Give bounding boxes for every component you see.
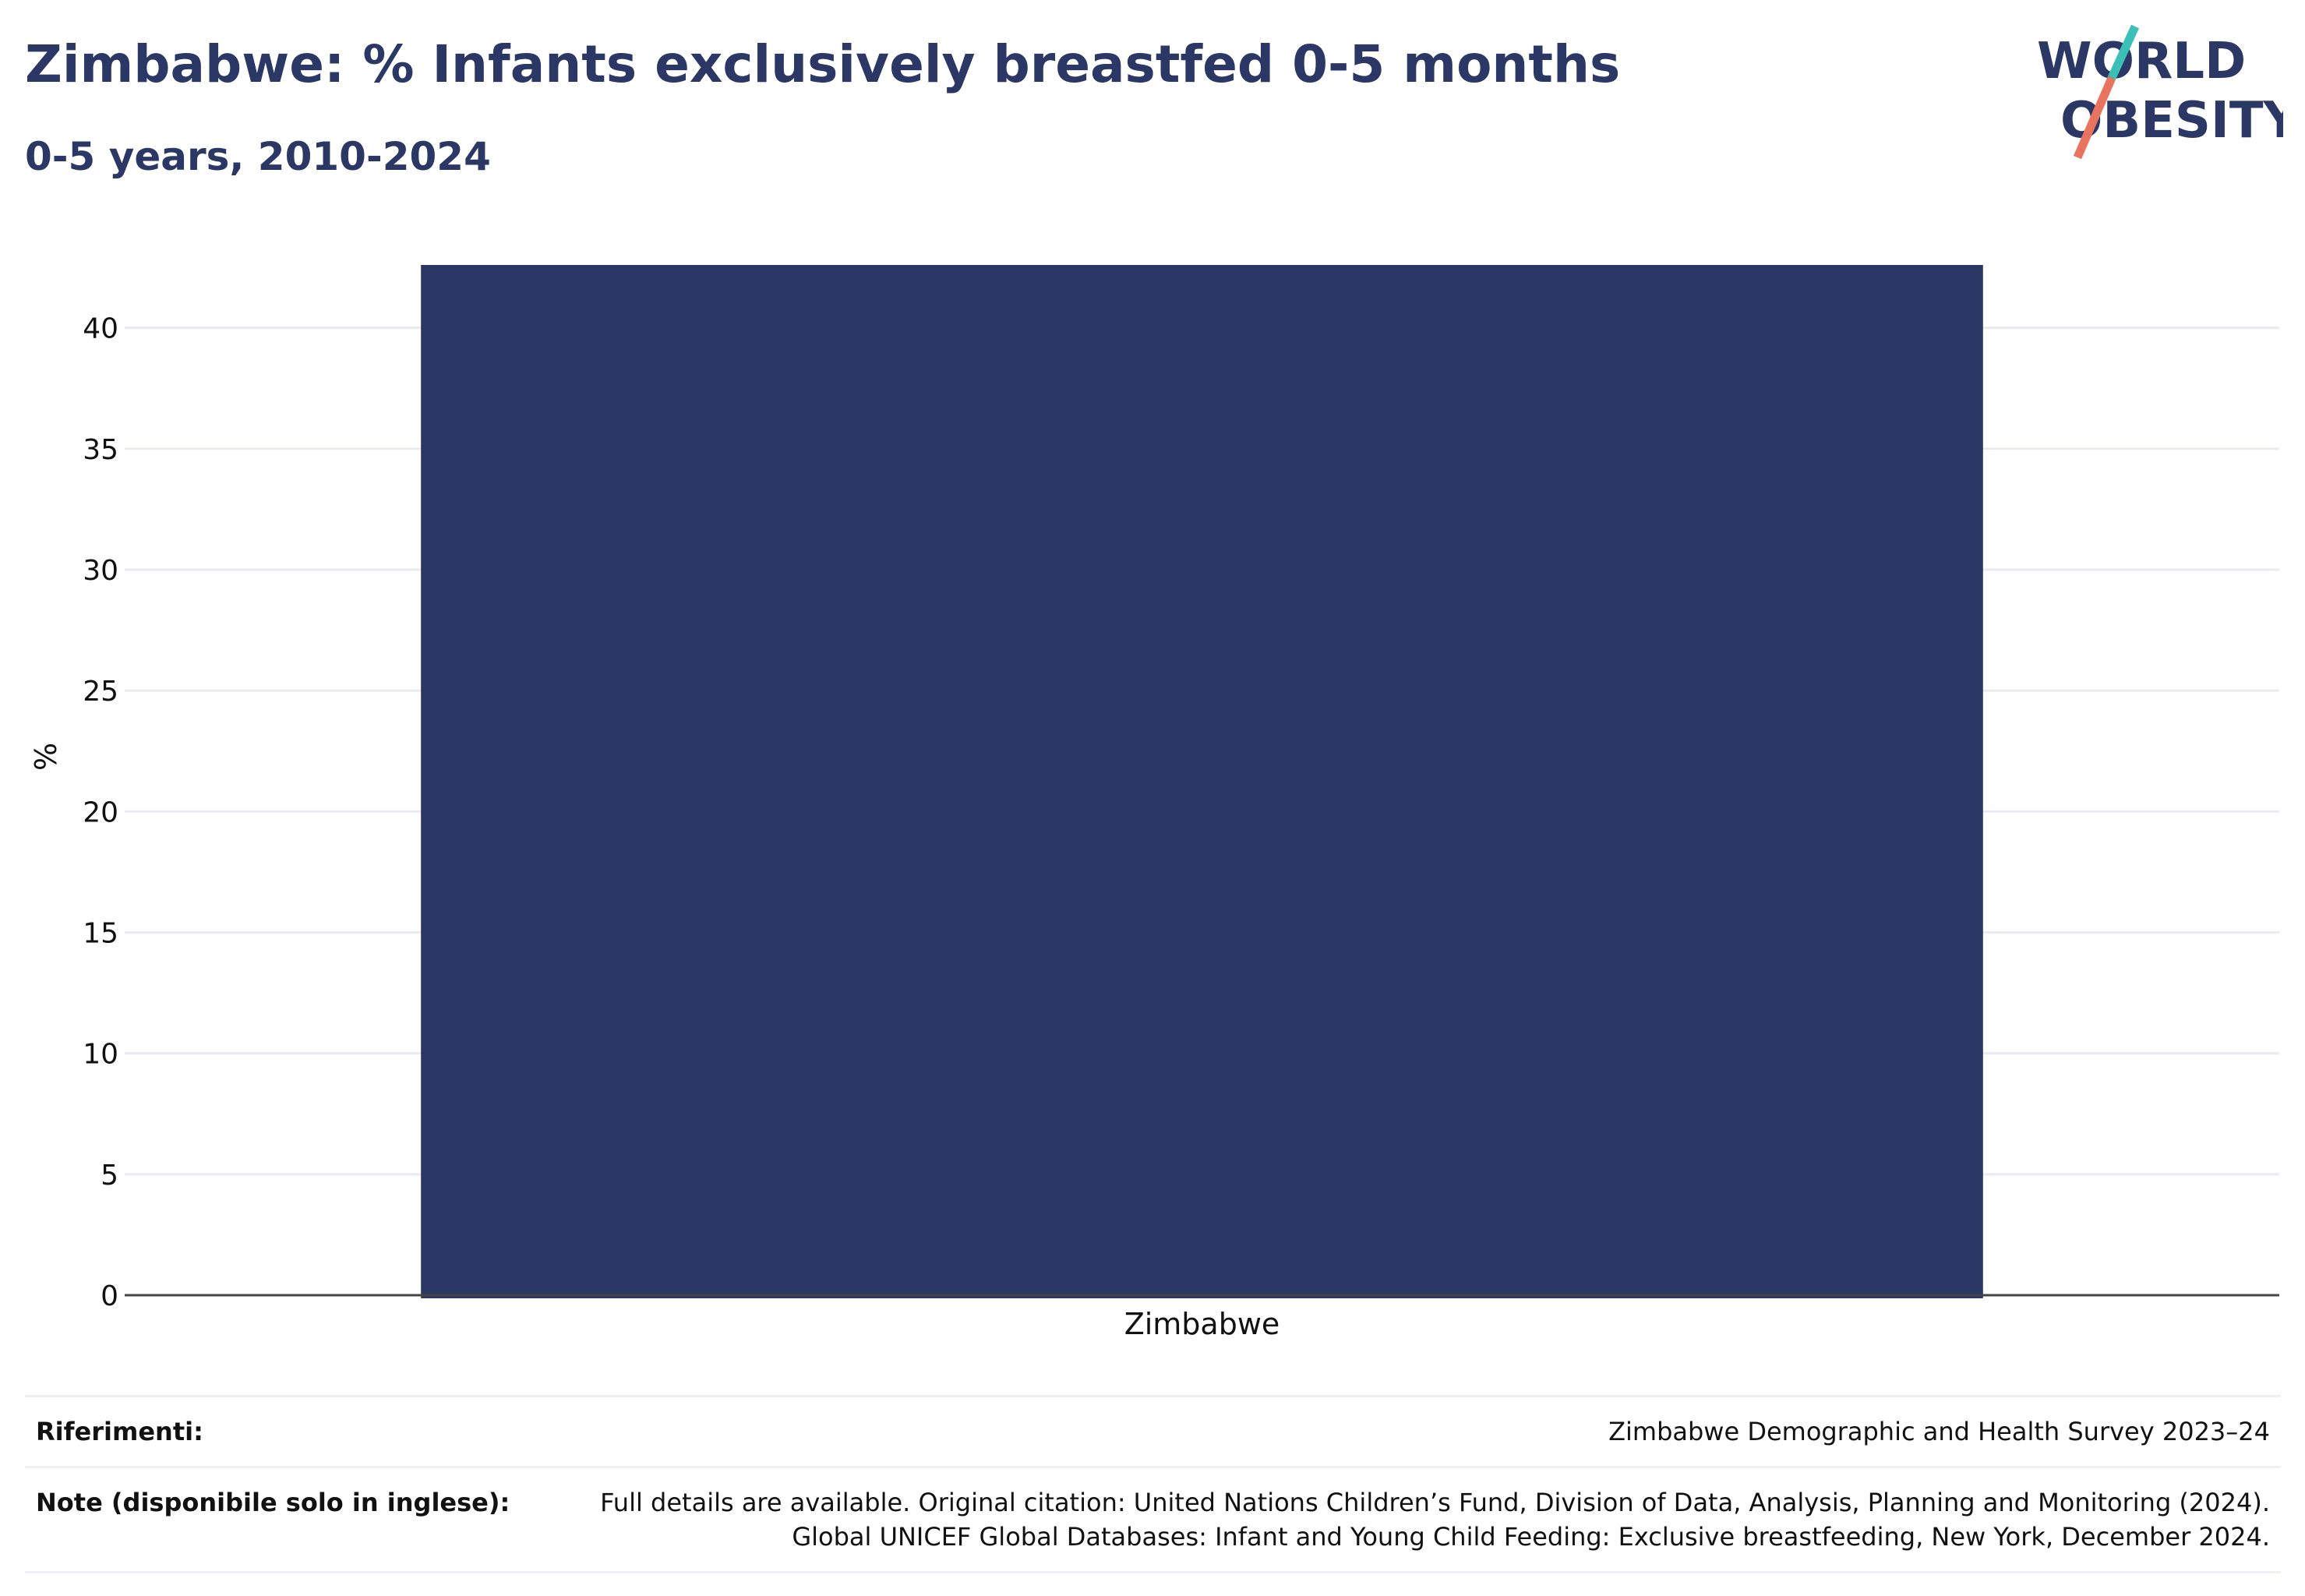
references-value: Zimbabwe Demographic and Health Survey 2… (1608, 1414, 2281, 1449)
logo-word-world: WORLD (2037, 33, 2246, 90)
axes: 0 5 10 15 20 25 30 35 40 Zimbabwe (83, 313, 2279, 1341)
note-label: Note (disponibile solo in inglese): (36, 1488, 510, 1517)
logo-slash-bottom (2073, 76, 2116, 160)
chart-notes: Riferimenti: Zimbabwe Demographic and He… (25, 1395, 2281, 1573)
note-value: Full details are available. Original cit… (600, 1485, 2281, 1554)
bar-chart: 0 5 10 15 20 25 30 35 40 Zimbabwe % (29, 265, 2279, 1341)
y-tick-label: 10 (83, 1039, 118, 1071)
y-tick-label: 5 (101, 1160, 118, 1192)
y-tick-label: 15 (83, 918, 118, 950)
bar-zimbabwe (421, 265, 1983, 1298)
x-tick-label: Zimbabwe (1124, 1307, 1280, 1341)
note-row: Note (disponibile solo in inglese): Full… (25, 1466, 2281, 1573)
note-line-2: Global UNICEF Global Databases: Infant a… (792, 1522, 2270, 1552)
y-axis-title: % (29, 743, 63, 771)
logo-slash-top (2107, 24, 2140, 80)
note-line-1: Full details are available. Original cit… (600, 1488, 2270, 1517)
bars (421, 265, 1983, 1298)
chart-subtitle: 0-5 years, 2010-2024 (25, 134, 491, 179)
references-row: Riferimenti: Zimbabwe Demographic and He… (25, 1395, 2281, 1466)
world-obesity-logo: WORLD OBESITY (2037, 24, 2283, 160)
y-tick-label: 30 (83, 555, 118, 587)
references-label: Riferimenti: (36, 1417, 203, 1446)
y-tick-label: 40 (83, 313, 118, 345)
y-tick-label: 20 (83, 796, 118, 828)
y-tick-label: 0 (101, 1280, 118, 1312)
chart-title: Zimbabwe: % Infants exclusively breastfe… (25, 34, 1621, 94)
y-tick-label: 25 (83, 676, 118, 708)
y-tick-label: 35 (83, 434, 118, 466)
references-text: Zimbabwe Demographic and Health Survey 2… (1608, 1417, 2270, 1446)
